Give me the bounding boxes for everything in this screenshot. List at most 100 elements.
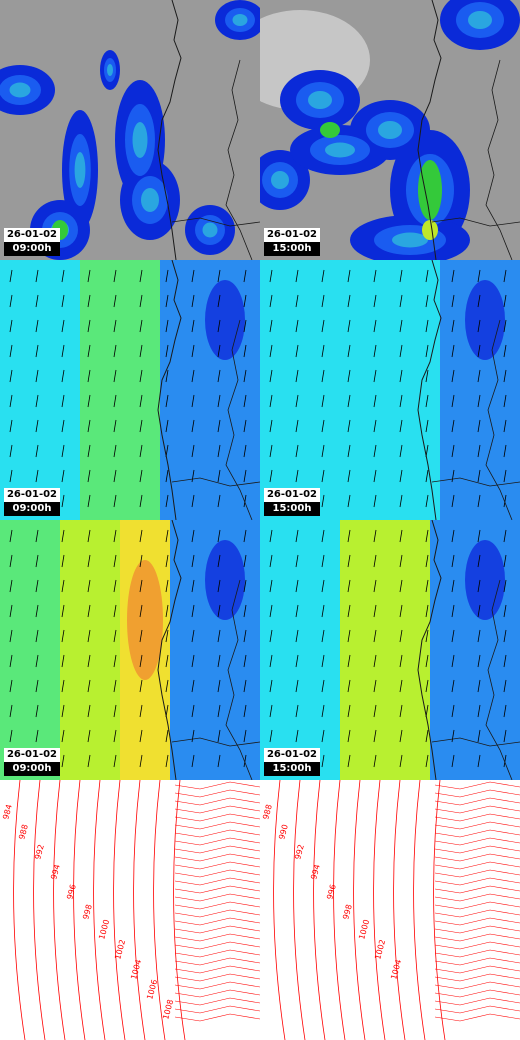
- isobar-line: [434, 877, 520, 886]
- wind-arrow: [87, 294, 91, 308]
- border-line: [431, 217, 520, 227]
- wind-arrow: [139, 419, 143, 433]
- wind-arrow: [139, 469, 143, 483]
- wind-arrow: [451, 469, 455, 483]
- wind-arrow: [139, 629, 143, 643]
- wind-arrow: [295, 319, 299, 333]
- wind-arrow: [451, 269, 455, 283]
- isobar-line: [174, 1013, 260, 1022]
- wind-arrow: [269, 704, 273, 718]
- wind-arrow: [503, 269, 507, 283]
- wind-arrow: [61, 369, 65, 383]
- wind-arrow: [113, 679, 117, 693]
- wind-arrow: [243, 554, 247, 568]
- wind-arrow: [347, 369, 351, 383]
- wind-arrow: [477, 469, 481, 483]
- wind-arrow: [87, 704, 91, 718]
- wind-arrow: [139, 269, 143, 283]
- wind-arrow: [425, 754, 429, 768]
- isobar-line: [174, 781, 260, 790]
- wind-arrow: [425, 419, 429, 433]
- border-line: [431, 737, 520, 747]
- wind-arrow: [373, 604, 377, 618]
- isobar-line: [434, 869, 520, 878]
- wind-arrow: [217, 654, 221, 668]
- wind-arrow: [295, 444, 299, 458]
- border-line: [171, 477, 260, 487]
- wind-arrow: [451, 754, 455, 768]
- precip-cell: [378, 121, 402, 139]
- wind-arrow: [269, 444, 273, 458]
- wind-arrow: [191, 729, 195, 743]
- wind-arrow: [191, 604, 195, 618]
- wind-arrow: [165, 579, 169, 593]
- wind-arrow: [191, 444, 195, 458]
- map-canvas: [260, 0, 520, 260]
- field-band: [260, 520, 340, 780]
- pressure-isobar-map-right: 988 990 992 994 996 998 1000 1002 1004: [260, 780, 520, 1040]
- wind-arrow: [35, 529, 39, 543]
- isobar-label: 990: [277, 823, 290, 840]
- wind-arrow: [347, 419, 351, 433]
- wind-arrow: [113, 654, 117, 668]
- wind-arrow: [373, 469, 377, 483]
- field-band: [260, 260, 440, 520]
- wind-field-map-0900: 26-01-02 09:00h: [0, 260, 260, 520]
- wind-arrow: [373, 369, 377, 383]
- date-label: 26-01-02: [4, 748, 60, 762]
- wind-arrow: [269, 529, 273, 543]
- wind-arrow: [347, 529, 351, 543]
- wind-arrow: [61, 704, 65, 718]
- wind-arrow: [87, 269, 91, 283]
- isobar-line: [73, 780, 86, 1040]
- wind-arrow: [503, 294, 507, 308]
- wind-arrow: [9, 604, 13, 618]
- wind-arrow: [425, 629, 429, 643]
- isobar-line: [434, 957, 520, 966]
- wind-arrow: [35, 579, 39, 593]
- wind-arrow: [243, 369, 247, 383]
- wind-arrow: [399, 654, 403, 668]
- wind-arrow: [451, 729, 455, 743]
- wind-arrow: [243, 729, 247, 743]
- wind-arrow: [139, 754, 143, 768]
- field-band: [465, 280, 505, 360]
- wind-arrow: [295, 679, 299, 693]
- temperature-field-map-1500: 26-01-02 15:00h: [260, 520, 520, 780]
- wind-arrow: [217, 604, 221, 618]
- wind-arrow: [425, 319, 429, 333]
- wind-arrow: [191, 294, 195, 308]
- wind-arrow: [191, 269, 195, 283]
- wind-arrow: [347, 344, 351, 358]
- isobar-line: [174, 805, 260, 814]
- date-label: 26-01-02: [264, 748, 320, 762]
- isobar-line: [434, 829, 520, 838]
- wind-arrow: [451, 679, 455, 693]
- wind-arrow: [243, 419, 247, 433]
- wind-arrow: [425, 344, 429, 358]
- coastline: [157, 0, 182, 260]
- wind-arrow: [295, 369, 299, 383]
- wind-arrow: [295, 654, 299, 668]
- wind-arrow: [35, 554, 39, 568]
- wind-arrow: [87, 754, 91, 768]
- wind-arrow: [503, 579, 507, 593]
- isobar-label: 984: [1, 803, 14, 820]
- isobar-line: [434, 909, 520, 918]
- wind-arrow: [243, 604, 247, 618]
- isobar-line: [174, 877, 260, 886]
- wind-arrow: [347, 554, 351, 568]
- wind-arrow: [347, 629, 351, 643]
- wind-arrow: [165, 344, 169, 358]
- timestamp-label: 26-01-02 15:00h: [264, 748, 320, 776]
- isobar-line: [434, 797, 520, 806]
- isobar-line: [113, 780, 126, 1040]
- isobar-label: 992: [33, 843, 46, 860]
- wind-arrow: [373, 294, 377, 308]
- wind-arrow: [243, 654, 247, 668]
- wind-arrow: [503, 729, 507, 743]
- wind-arrow: [477, 344, 481, 358]
- precip-cell: [325, 142, 355, 158]
- wind-arrow: [477, 294, 481, 308]
- isobar-line: [434, 997, 520, 1006]
